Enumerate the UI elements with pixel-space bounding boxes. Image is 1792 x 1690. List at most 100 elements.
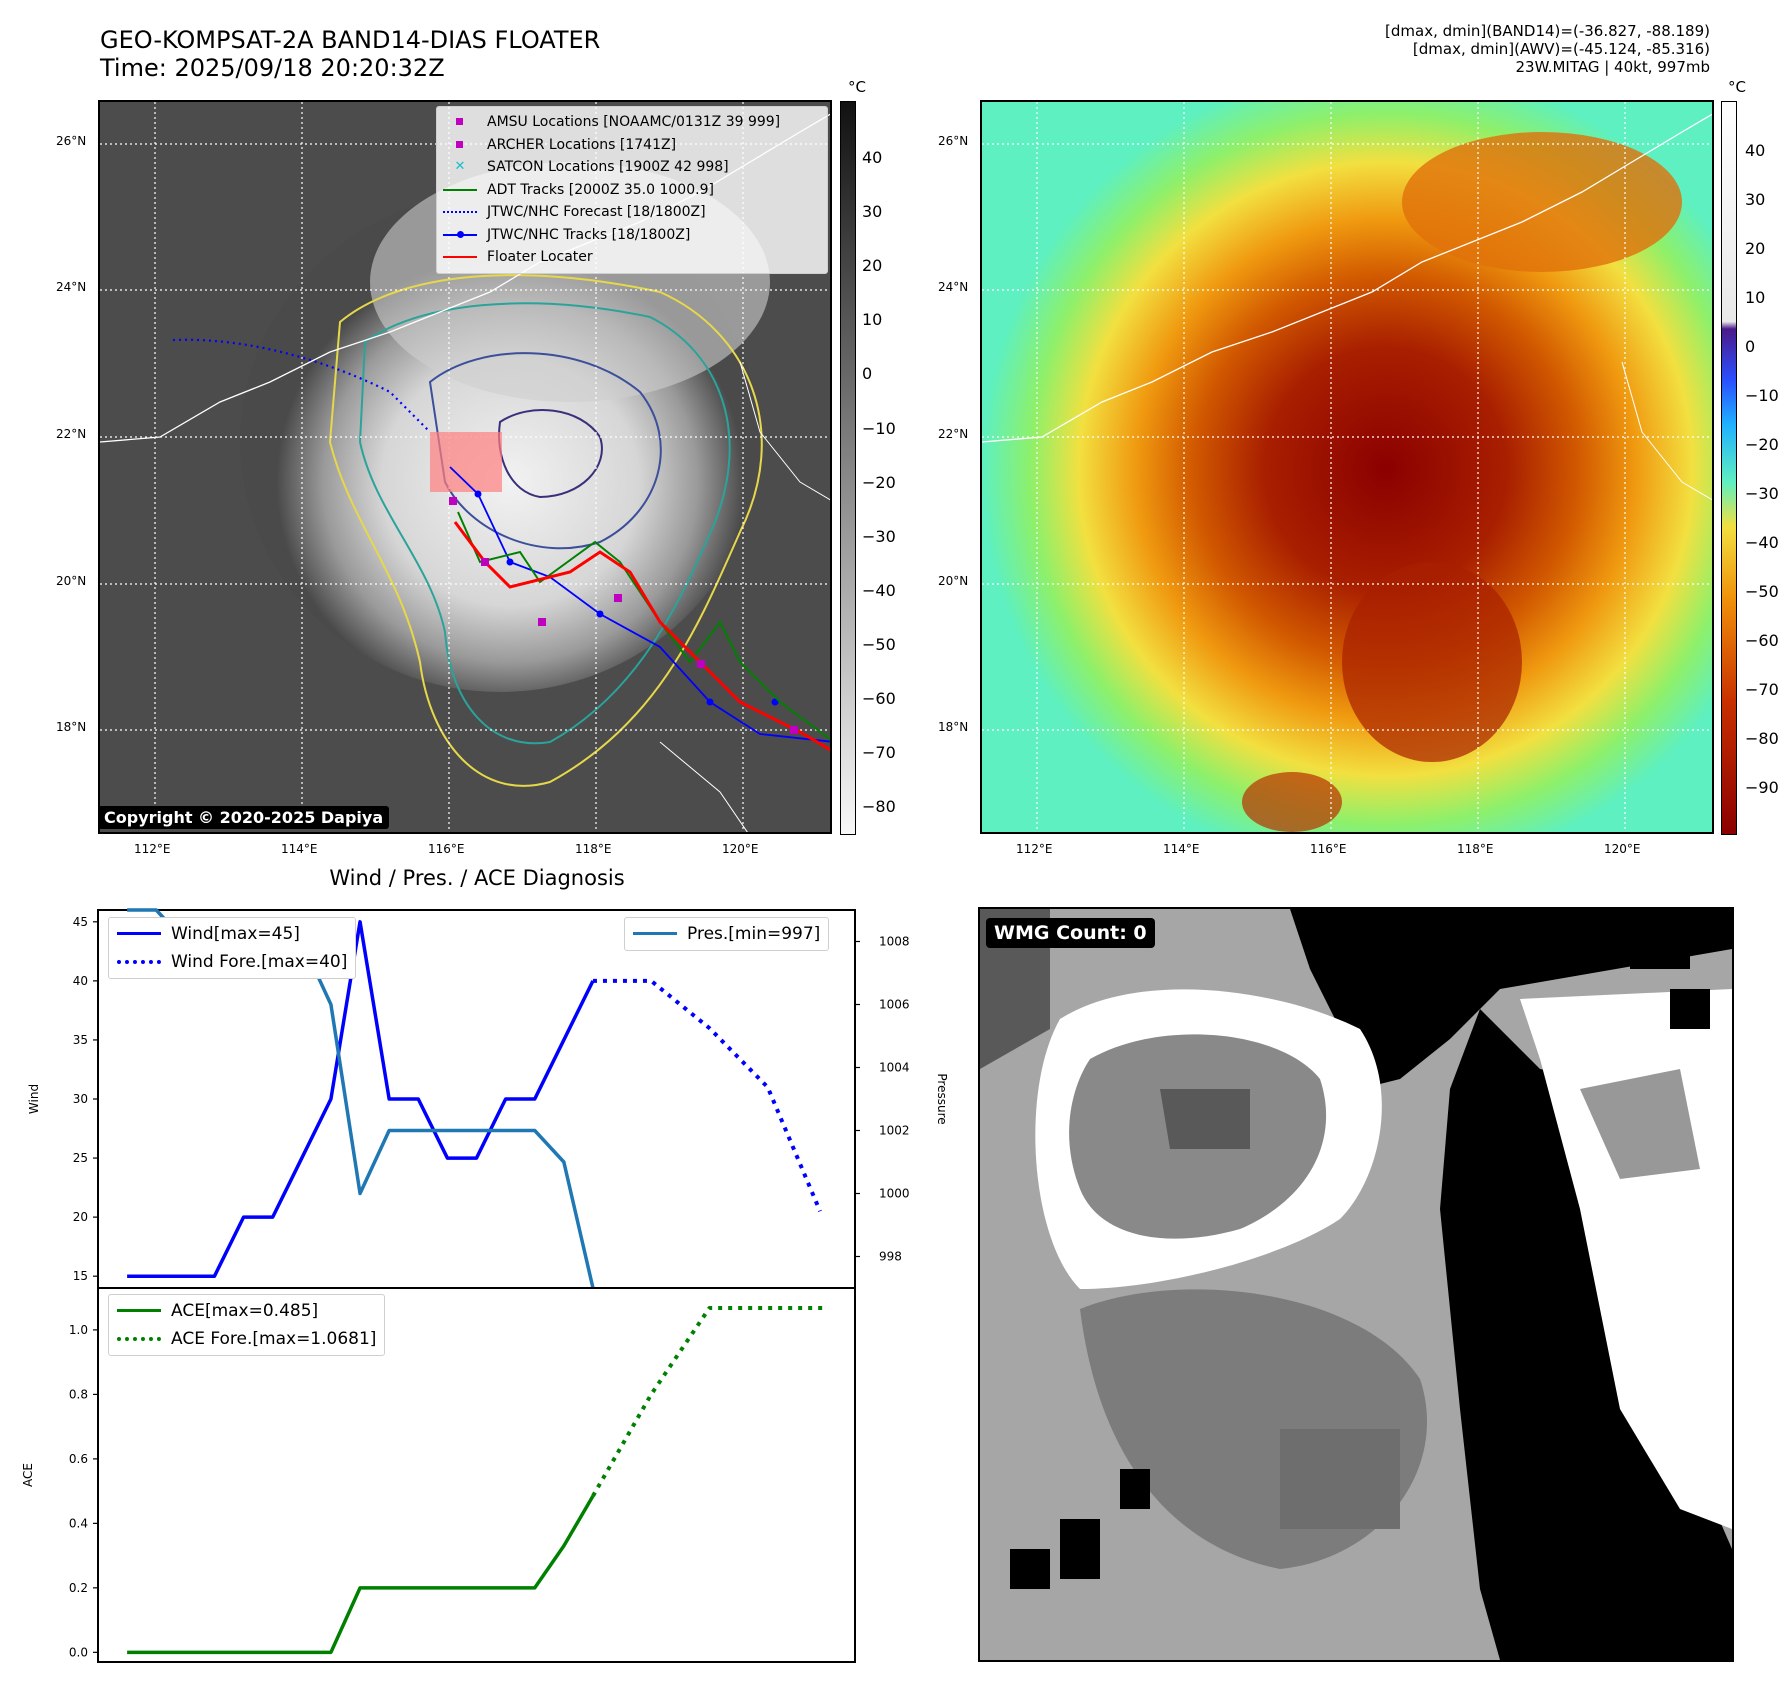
line-swatch-icon <box>633 928 677 940</box>
ace-y-tick-label: 0.8 <box>69 1387 88 1401</box>
colorbar-tick: 40 <box>862 148 883 167</box>
marker-square-icon <box>443 115 477 129</box>
pressure-y-tick-label: 1004 <box>879 1061 910 1075</box>
legend-item-pressure: Pres.[min=997] <box>633 920 820 948</box>
pressure-legend: Pres.[min=997] <box>624 917 830 951</box>
ace-axes-frame <box>97 1287 856 1663</box>
line-swatch-icon <box>443 183 477 197</box>
colorbar-tick: −40 <box>862 581 896 600</box>
colorbar-unit: °C <box>848 78 866 96</box>
pressure-y-tick-label: 1002 <box>879 1124 910 1138</box>
colorbar-tick: 30 <box>1745 190 1766 209</box>
ace-axis-label: ACE <box>21 1463 35 1487</box>
ace-legend: ACE[max=0.485] ACE Fore.[max=1.0681] <box>108 1294 386 1356</box>
lat-tick: 26°N <box>56 134 87 148</box>
colorbar-tick: −40 <box>1745 533 1779 552</box>
lat-tick: 22°N <box>938 427 969 441</box>
ace-y-tick-label: 0.6 <box>69 1452 88 1466</box>
lon-tick: 114°E <box>1163 842 1200 856</box>
ace-y-tick-label: 1.0 <box>69 1323 88 1337</box>
legend-item-forecast: JTWC/NHC Forecast [18/1800Z] <box>443 201 819 224</box>
colorbar-unit: °C <box>1728 78 1746 96</box>
map-legend: AMSU Locations [NOAAMC/0131Z 39 999] ARC… <box>436 106 828 274</box>
line-swatch-icon <box>117 1305 161 1317</box>
legend-item-archer: ARCHER Locations [1741Z] <box>443 134 819 157</box>
lat-tick: 22°N <box>56 427 87 441</box>
pressure-axis-label: Pressure <box>935 1073 949 1124</box>
wind-y-tick-label: 15 <box>73 1269 88 1283</box>
awv-map-svg <box>982 102 1712 832</box>
colorbar-tick: −80 <box>1745 729 1779 748</box>
lat-tick: 24°N <box>938 280 969 294</box>
marker-square-icon <box>443 138 477 152</box>
wmg-panel <box>978 907 1734 1662</box>
ace-y-tick-label: 0.0 <box>69 1645 88 1659</box>
legend-item-ace: ACE[max=0.485] <box>117 1297 376 1325</box>
dotted-line-icon <box>117 1333 161 1345</box>
lon-tick: 118°E <box>575 842 612 856</box>
lon-tick: 116°E <box>1310 842 1347 856</box>
colorbar-tick: 0 <box>1745 337 1756 356</box>
pressure-y-tick-label: 1006 <box>879 998 910 1012</box>
wmg-svg <box>980 909 1732 1660</box>
line-dot-icon <box>443 228 477 242</box>
colorbar-tick: −80 <box>862 797 896 816</box>
legend-item-wind: Wind[max=45] <box>117 920 347 948</box>
colorbar-tick: 10 <box>862 310 883 329</box>
colorbar-left <box>840 101 856 835</box>
dotted-line-icon <box>443 205 477 219</box>
wind-y-tick-label: 40 <box>73 974 88 988</box>
ace-y-tick-label: 0.4 <box>69 1516 88 1530</box>
colorbar-tick: −20 <box>1745 435 1779 454</box>
pressure-y-tick-label: 998 <box>879 1250 902 1264</box>
lat-tick: 20°N <box>938 574 969 588</box>
legend-item-satcon: ✕ SATCON Locations [1900Z 42 998] <box>443 156 819 179</box>
series-line-wind-fore- <box>592 978 822 1212</box>
colorbar-tick: 30 <box>862 202 883 221</box>
lat-tick: 18°N <box>56 720 87 734</box>
lat-tick: 20°N <box>56 574 87 588</box>
wmg-count-badge: WMG Count: 0 <box>986 918 1155 948</box>
colorbar-tick: 40 <box>1745 141 1766 160</box>
colorbar-tick: −20 <box>862 473 896 492</box>
lat-tick: 24°N <box>56 280 87 294</box>
wind-y-tick-label: 25 <box>73 1151 88 1165</box>
colorbar-tick: −30 <box>862 527 896 546</box>
lon-tick: 116°E <box>428 842 465 856</box>
stats-readout: [dmax, dmin](BAND14)=(-36.827, -88.189) … <box>1385 22 1710 76</box>
pressure-y-tick-label: 1000 <box>879 1187 910 1201</box>
lat-tick: 18°N <box>938 720 969 734</box>
pressure-y-tick-label: 1008 <box>879 935 910 949</box>
figure-title: GEO-KOMPSAT-2A BAND14-DIAS FLOATER Time:… <box>100 26 601 82</box>
colorbar-tick: −10 <box>1745 386 1779 405</box>
colorbar-tick: 20 <box>1745 239 1766 258</box>
awv-map-panel <box>980 100 1714 834</box>
lon-tick: 120°E <box>722 842 759 856</box>
series-line-ace <box>127 1495 595 1655</box>
diagnosis-title: Wind / Pres. / ACE Diagnosis <box>329 866 625 890</box>
wind-legend: Wind[max=45] Wind Fore.[max=40] <box>108 917 357 979</box>
dotted-line-icon <box>117 956 161 968</box>
colorbar-tick: −70 <box>1745 680 1779 699</box>
legend-item-floater: Floater Locater <box>443 246 819 269</box>
colorbar-tick: −70 <box>862 743 896 762</box>
line-swatch-icon <box>443 250 477 264</box>
wind-y-tick-label: 30 <box>73 1092 88 1106</box>
wind-y-tick-label: 45 <box>73 915 88 929</box>
series-line-wind <box>127 920 595 1278</box>
ace-y-tick-label: 0.2 <box>69 1581 88 1595</box>
lon-tick: 112°E <box>1016 842 1053 856</box>
legend-item-amsu: AMSU Locations [NOAAMC/0131Z 39 999] <box>443 111 819 134</box>
lon-tick: 112°E <box>134 842 171 856</box>
colorbar-tick: −60 <box>1745 631 1779 650</box>
colorbar-tick: −30 <box>1745 484 1779 503</box>
colorbar-tick: −10 <box>862 419 896 438</box>
colorbar-tick: 20 <box>862 256 883 275</box>
wind-y-tick-label: 20 <box>73 1210 88 1224</box>
lon-tick: 120°E <box>1604 842 1641 856</box>
colorbar-right <box>1721 101 1737 835</box>
colorbar-tick: −50 <box>862 635 896 654</box>
colorbar-tick: −60 <box>862 689 896 708</box>
wind-y-tick-label: 35 <box>73 1033 88 1047</box>
